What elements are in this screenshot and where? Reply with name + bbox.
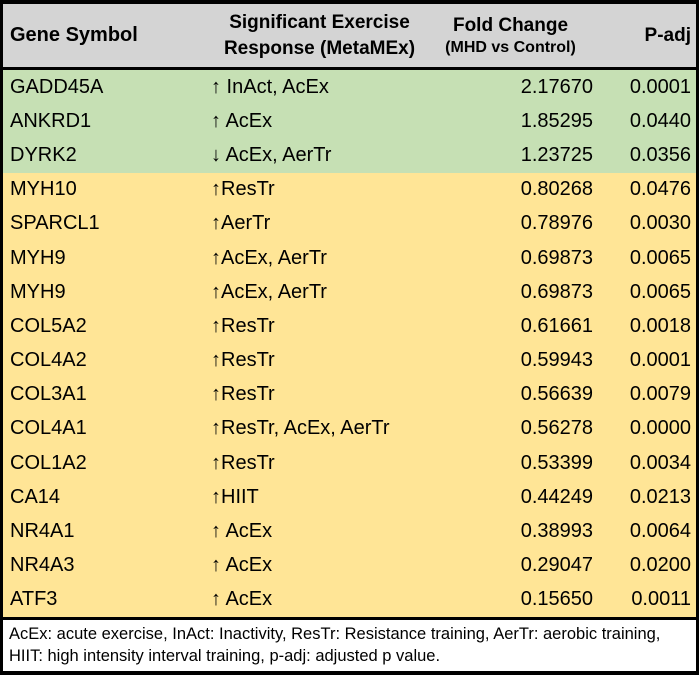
exercise-response-cell: ↑ResTr, AcEx, AerTr [211,417,390,440]
column-header-exercise-response: Significant Exercise Response (MetaMEx) [210,10,428,62]
table-row: ATF3 ↑ AcEx 0.15650 0.0011 [3,582,696,617]
table-footnote: AcEx: acute exercise, InAct: Inactivity,… [3,617,696,671]
exercise-response-cell: ↑AcEx, AerTr [211,280,327,303]
p-adj-cell: 0.0001 [629,75,691,98]
exercise-response-cell: ↑ResTr [211,178,275,201]
fold-change-cell: 0.53399 [520,451,593,474]
fold-change-cell: 0.80268 [520,178,593,201]
column-header-fold-change: Fold Change (MHD vs Control) [428,14,593,58]
gene-symbol-cell: ATF3 [10,588,58,611]
table-row: NR4A3 ↑ AcEx 0.29047 0.0200 [3,548,696,583]
fold-change-cell: 1.85295 [520,109,593,132]
fold-change-cell: 0.61661 [520,314,593,337]
exercise-response-cell: ↑HIIT [211,485,259,508]
fold-change-cell: 0.56639 [520,383,593,406]
table-row: NR4A1 ↑ AcEx 0.38993 0.0064 [3,514,696,549]
gene-symbol-cell: COL5A2 [10,314,87,337]
gene-symbol-cell: DYRK2 [10,143,77,166]
fold-change-cell: 0.69873 [520,246,593,269]
column-header-fold-change-line2: (MHD vs Control) [445,38,576,56]
p-adj-cell: 0.0064 [629,520,691,543]
table-row: SPARCL1 ↑AerTr 0.78976 0.0030 [3,206,696,241]
column-header-gene-symbol: Gene Symbol [10,24,138,46]
p-adj-cell: 0.0356 [629,143,691,166]
exercise-response-cell: ↑ AcEx [211,520,273,543]
p-adj-cell: 0.0030 [629,212,691,235]
table-row: COL3A1 ↑ResTr 0.56639 0.0079 [3,377,696,412]
footnote-line-1: AcEx: acute exercise, InAct: Inactivity,… [9,625,661,643]
gene-symbol-cell: COL4A1 [10,417,87,440]
table-row: COL5A2 ↑ResTr 0.61661 0.0018 [3,309,696,344]
exercise-response-cell: ↑AcEx, AerTr [211,246,327,269]
gene-symbol-cell: ANKRD1 [10,109,92,132]
p-adj-cell: 0.0476 [629,178,691,201]
table-row: GADD45A ↑ InAct, AcEx 2.17670 0.0001 [3,70,696,105]
exercise-response-cell: ↑ AcEx [211,554,273,577]
exercise-response-cell: ↑AerTr [211,212,271,235]
exercise-response-cell: ↑ AcEx [211,588,273,611]
gene-symbol-cell: COL3A1 [10,383,87,406]
gene-symbol-cell: MYH10 [10,178,77,201]
exercise-response-cell: ↓ AcEx, AerTr [211,143,332,166]
gene-symbol-cell: GADD45A [10,75,104,98]
fold-change-cell: 0.44249 [520,485,593,508]
fold-change-cell: 0.15650 [520,588,593,611]
table-row: COL1A2 ↑ResTr 0.53399 0.0034 [3,446,696,481]
table-row: COL4A2 ↑ResTr 0.59943 0.0001 [3,343,696,378]
exercise-response-cell: ↑ResTr [211,383,275,406]
p-adj-cell: 0.0065 [629,246,691,269]
p-adj-cell: 0.0001 [629,349,691,372]
p-adj-cell: 0.0440 [629,109,691,132]
exercise-response-cell: ↑ResTr [211,349,275,372]
exercise-response-cell: ↑ResTr [211,451,275,474]
fold-change-cell: 0.29047 [520,554,593,577]
gene-symbol-cell: NR4A1 [10,520,75,543]
exercise-response-cell: ↑ AcEx [211,109,273,132]
table-row: MYH9 ↑AcEx, AerTr 0.69873 0.0065 [3,275,696,310]
gene-symbol-cell: MYH9 [10,280,66,303]
fold-change-cell: 0.56278 [520,417,593,440]
gene-symbol-cell: COL1A2 [10,451,87,474]
fold-change-cell: 0.69873 [520,280,593,303]
table-row: DYRK2 ↓ AcEx, AerTr 1.23725 0.0356 [3,138,696,173]
p-adj-cell: 0.0018 [629,314,691,337]
table-row: COL4A1 ↑ResTr, AcEx, AerTr 0.56278 0.000… [3,411,696,447]
p-adj-cell: 0.0079 [629,383,691,406]
gene-symbol-cell: CA14 [10,485,61,508]
p-adj-cell: 0.0034 [629,451,691,474]
p-adj-cell: 0.0200 [629,554,691,577]
fold-change-cell: 0.78976 [520,212,593,235]
gene-symbol-cell: NR4A3 [10,554,75,577]
exercise-response-cell: ↑ResTr [211,314,275,337]
column-header-fold-change-line1: Fold Change [452,14,569,36]
p-adj-cell: 0.0011 [631,588,691,611]
table-row: ANKRD1 ↑ AcEx 1.85295 0.0440 [3,104,696,139]
table-row: MYH9 ↑AcEx, AerTr 0.69873 0.0065 [3,240,696,276]
column-header-exercise-response-line2: Response (MetaMEx) [223,37,416,59]
fold-change-cell: 1.23725 [520,143,593,166]
table-body: GADD45A ↑ InAct, AcEx 2.17670 0.0001 ANK… [3,70,696,617]
p-adj-cell: 0.0213 [629,485,691,508]
fold-change-cell: 0.38993 [520,520,593,543]
table-header-row: Gene Symbol Significant Exercise Respons… [3,4,696,70]
fold-change-cell: 0.59943 [520,349,593,372]
exercise-response-cell: ↑ InAct, AcEx [211,75,329,98]
gene-symbol-cell: SPARCL1 [10,212,100,235]
gene-symbol-cell: MYH9 [10,246,66,269]
column-header-p-adj: P-adj [644,24,691,46]
column-header-exercise-response-line1: Significant Exercise [229,11,410,33]
table-row: CA14 ↑HIIT 0.44249 0.0213 [3,480,696,515]
p-adj-cell: 0.0000 [629,417,691,440]
p-adj-cell: 0.0065 [629,280,691,303]
table-row: MYH10 ↑ResTr 0.80268 0.0476 [3,172,696,207]
footnote-line-2: HIIT: high intensity interval training, … [9,647,441,665]
fold-change-cell: 2.17670 [520,75,593,98]
gene-symbol-cell: COL4A2 [10,349,87,372]
